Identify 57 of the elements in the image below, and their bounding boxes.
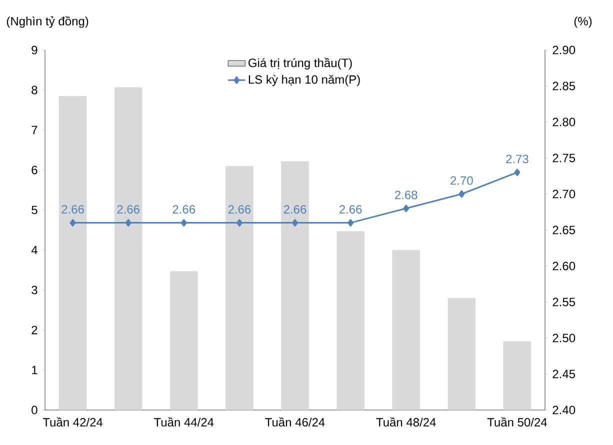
bar [114,87,142,410]
legend-label: LS kỳ hạn 10 năm(P) [248,74,360,86]
bar [281,161,309,410]
bar [58,96,87,410]
y2-tick-label: 2.40 [552,406,576,414]
bar [336,231,364,410]
x-tick-label: Tuần 42/24 [42,417,103,427]
data-label: 2.66 [172,205,196,214]
y-tick-label: 4 [31,246,38,254]
bar [226,166,254,410]
data-label: 2.66 [62,205,84,214]
y2-tick-label: 2.85 [552,82,576,90]
y2-tick-label: 2.70 [552,190,576,198]
x-tick-label: Tuần 48/24 [376,417,436,427]
data-label: 2.68 [395,190,418,200]
bar [170,271,198,410]
y-tick-label: 2 [32,326,38,334]
bar [392,250,420,410]
y2-tick-label: 2.90 [552,46,576,54]
y2-tick-label: 2.60 [552,262,576,270]
point [458,190,465,198]
data-label: 2.66 [228,205,251,214]
y2-tick-label: 2.75 [552,154,576,162]
y-tick-label: 9 [32,46,38,54]
legend-label: Giá trị trúng thầu(T) [248,58,352,70]
y-tick-label: 7 [32,126,38,134]
point [292,219,298,227]
point [180,219,187,227]
y-axis-title: (Nghìn tỷ đồng) [6,16,88,28]
point [403,204,410,212]
data-label: 2.66 [117,205,140,214]
point [236,219,242,227]
bar [448,298,476,410]
data-label: 2.66 [284,205,306,214]
data-label: 2.70 [450,176,473,185]
bar [503,341,532,410]
y-tick-label: 5 [32,206,38,214]
point [125,219,132,227]
point [514,168,520,176]
y2-tick-label: 2.45 [552,370,576,378]
x-tick-label: Tuần 50/24 [487,417,547,427]
y-tick-label: 3 [32,286,38,294]
data-label: 2.73 [506,154,528,164]
x-tick-label: Tuần 44/24 [154,417,214,427]
y2-tick-label: 2.65 [552,226,576,234]
y2-tick-label: 2.80 [552,118,576,126]
y2-tick-label: 2.55 [552,298,576,306]
data-label: 2.66 [339,205,362,214]
y2-tick-label: 2.50 [552,334,576,342]
y-tick-label: 1 [32,366,38,374]
y-tick-label: 0 [32,406,38,414]
y2-axis-title: (%) [574,16,592,28]
x-tick-label: Tuần 46/24 [265,417,325,427]
point [348,219,354,227]
point [70,219,76,227]
y-tick-label: 8 [32,86,38,94]
y-tick-label: 6 [32,166,38,174]
